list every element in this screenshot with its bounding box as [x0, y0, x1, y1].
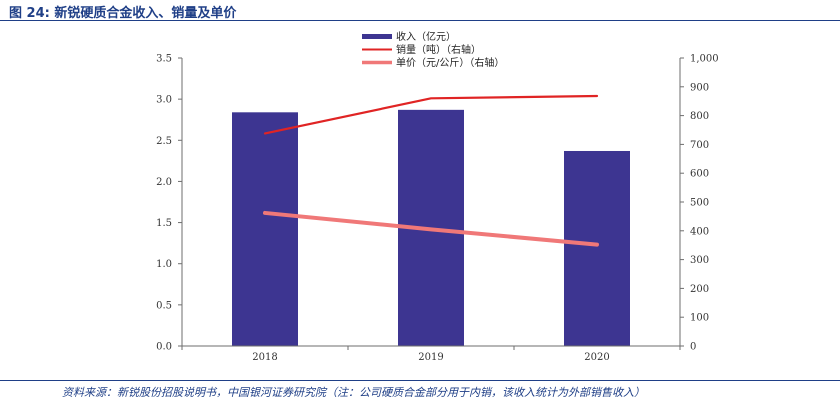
right-tick-label: 400 [690, 226, 709, 237]
x-tick-label: 2020 [584, 352, 609, 363]
left-tick-label: 1.0 [156, 259, 172, 270]
left-tick-label: 3.0 [156, 95, 172, 106]
left-tick-label: 0.0 [156, 342, 172, 353]
right-tick-label: 300 [690, 255, 709, 266]
legend-label-2: 单价（元/公斤）（右轴） [396, 56, 504, 69]
right-tick-label: 700 [690, 140, 709, 151]
legend: 收入（亿元）销量（吨）（右轴）单价（元/公斤）（右轴） [362, 30, 504, 69]
legend-label-1: 销量（吨）（右轴） [396, 43, 481, 56]
source-divider [0, 380, 840, 381]
right-tick-label: 200 [690, 284, 709, 295]
left-tick-label: 1.5 [156, 218, 172, 229]
right-tick-label: 500 [690, 198, 709, 209]
bar-2020 [564, 150, 630, 346]
right-tick-label: 600 [690, 169, 709, 180]
x-tick-label: 2018 [252, 352, 277, 363]
right-tick-label: 900 [690, 82, 709, 93]
legend-label-0: 收入（亿元） [396, 30, 456, 43]
line-series [263, 94, 599, 247]
bar-2018 [232, 112, 298, 347]
axes: 0.0 0.5 1.0 1.5 2.0 2.5 3.0 3.5 0 100 200 300 400 500… [156, 54, 719, 364]
source-note: 资料来源：新锐股份招股说明书，中国银河证券研究院（注：公司硬质合金部分用于内销，… [62, 386, 645, 399]
legend-swatch-bar [362, 34, 392, 39]
figure-title: 图 24: 新锐硬质合金收入、销量及单价 [9, 6, 237, 21]
title-divider [0, 20, 840, 21]
x-tick-label: 2019 [418, 352, 443, 363]
left-tick-label: 3.5 [156, 54, 172, 65]
left-tick-label: 2.0 [156, 177, 172, 188]
right-tick-label: 1,000 [690, 54, 719, 65]
right-tick-label: 0 [690, 342, 696, 353]
left-tick-label: 2.5 [156, 136, 172, 147]
left-tick-label: 0.5 [156, 300, 172, 311]
right-tick-label: 100 [690, 313, 709, 324]
right-tick-label: 800 [690, 111, 709, 122]
